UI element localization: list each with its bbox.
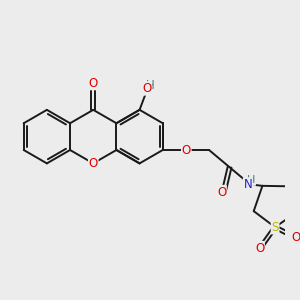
Text: O: O bbox=[142, 82, 151, 95]
Text: O: O bbox=[88, 76, 98, 90]
Text: H: H bbox=[146, 79, 155, 92]
Text: N: N bbox=[244, 178, 252, 191]
Text: O: O bbox=[217, 186, 226, 199]
Text: O: O bbox=[255, 242, 264, 255]
Text: O: O bbox=[182, 143, 191, 157]
Text: O: O bbox=[88, 157, 98, 170]
Text: S: S bbox=[272, 221, 279, 234]
Text: H: H bbox=[247, 175, 255, 185]
Text: O: O bbox=[291, 231, 300, 244]
